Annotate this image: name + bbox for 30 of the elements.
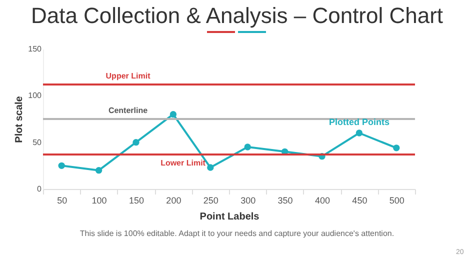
y-tick-label: 150 [28, 44, 42, 54]
point [207, 164, 214, 171]
y-tick-label: 100 [28, 91, 42, 100]
point [393, 144, 400, 152]
point [58, 162, 65, 170]
x-axis-title: Point Labels [200, 212, 260, 222]
x-tick-label: 50 [57, 196, 68, 206]
x-tick-label: 200 [166, 196, 182, 206]
point [95, 166, 102, 174]
text: This slide is 100% editable. Adapt it to your needs and capture your audience's attention. [78, 229, 396, 238]
point [170, 110, 177, 118]
ref-line-label: Upper Limit [106, 71, 151, 80]
x-tick-label: 300 [240, 196, 256, 206]
x-tick-label: 500 [389, 196, 404, 206]
point [356, 130, 363, 136]
x-tick-label: 350 [278, 196, 293, 206]
y-tick-label: 50 [32, 138, 42, 147]
series-label: Plotted Points [328, 117, 390, 127]
ref-line-label: Centerline [108, 106, 148, 115]
chart-title: Data Collection & Analysis – Control Chart [30, 3, 444, 29]
point [244, 144, 251, 150]
x-tick-label: 100 [92, 196, 107, 206]
ref-line-label: Lower Limit [160, 158, 206, 168]
y-axis-title: Plot scale [14, 96, 26, 143]
x-tick-label: 400 [314, 196, 330, 206]
x-tick-label: 250 [203, 196, 218, 206]
point [132, 138, 140, 146]
x-tick-label: 150 [128, 196, 144, 206]
x-tick-label: 450 [352, 196, 368, 206]
y-tick-label: 0 [37, 184, 42, 194]
